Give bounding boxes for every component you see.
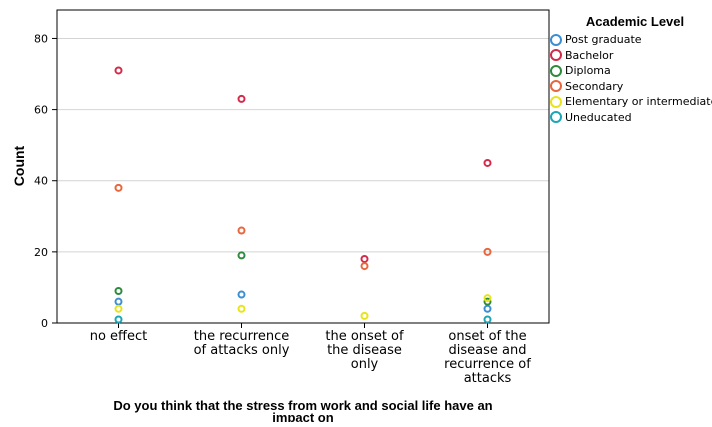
legend-title: Academic Level <box>585 14 685 29</box>
y-axis-title: Count <box>11 145 27 186</box>
data-point <box>237 251 246 260</box>
legend-label: Uneducated <box>565 110 632 124</box>
legend-item: Elementary or intermediate <box>548 94 712 110</box>
data-point <box>237 290 246 299</box>
data-point <box>237 226 246 235</box>
y-tick-label: 80 <box>34 32 48 45</box>
y-axis-ticks: 0 20 40 60 80 <box>34 32 57 330</box>
legend-label: Bachelor <box>565 48 614 62</box>
data-point <box>114 297 123 306</box>
data-point <box>483 294 492 303</box>
legend-label: Post graduate <box>565 33 642 47</box>
legend-items: Post graduate Bachelor Diploma Secondary Ele… <box>548 32 712 125</box>
x-tick-label: the onset of the disease only <box>325 329 404 372</box>
x-tick-label: onset of the disease and recurrence of atta… <box>444 329 531 386</box>
legend-label: Diploma <box>565 64 611 78</box>
legend-item: Post graduate <box>548 32 712 48</box>
data-point <box>114 304 123 313</box>
data-point <box>483 297 492 306</box>
legend-marker-icon <box>550 95 562 108</box>
grid-lines <box>57 37 549 253</box>
data-point <box>483 247 492 256</box>
data-point <box>114 66 123 75</box>
data-point <box>483 315 492 324</box>
legend-marker-icon <box>550 80 562 93</box>
data-point <box>360 254 369 263</box>
legend-marker-icon <box>550 64 562 77</box>
data-point <box>237 94 246 103</box>
y-tick-label: 20 <box>34 246 48 259</box>
legend-marker-icon <box>550 111 562 124</box>
y-tick-label: 60 <box>34 104 48 117</box>
legend-item: Bachelor <box>548 48 712 64</box>
data-point <box>483 304 492 313</box>
data-point <box>360 262 369 271</box>
data-point <box>114 315 123 324</box>
data-points <box>114 66 492 324</box>
legend-label: Elementary or intermediate <box>565 95 712 109</box>
y-tick-label: 40 <box>34 175 48 188</box>
plot-frame <box>56 9 550 324</box>
x-tick-label: no effect <box>90 329 148 344</box>
legend-item: Diploma <box>548 63 712 79</box>
legend-item: Secondary <box>548 79 712 95</box>
y-tick-label: 0 <box>41 317 48 330</box>
legend-marker-icon <box>550 49 562 62</box>
x-tick-label: the recurrence of attacks only <box>194 329 290 358</box>
data-point <box>237 304 246 313</box>
data-point <box>360 311 369 320</box>
legend-marker-icon <box>550 33 562 46</box>
x-axis-ticks: no effect the recurrence of attacks only th… <box>90 323 531 386</box>
legend-item: Uneducated <box>548 110 712 126</box>
data-point <box>483 158 492 167</box>
legend: Academic Level Post graduate Bachelor Dipl… <box>548 14 712 125</box>
legend-label: Secondary <box>565 79 624 93</box>
data-point <box>114 183 123 192</box>
x-axis-title: Do you think that the stress from work a… <box>113 398 492 422</box>
data-point <box>114 286 123 295</box>
